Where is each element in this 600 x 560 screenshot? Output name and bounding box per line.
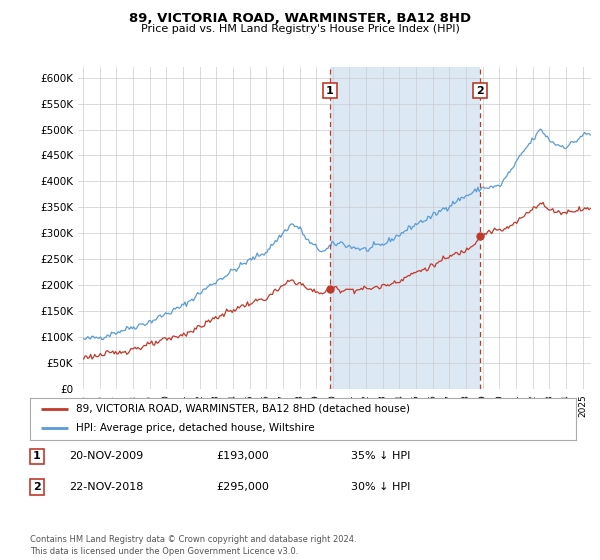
Text: 89, VICTORIA ROAD, WARMINSTER, BA12 8HD (detached house): 89, VICTORIA ROAD, WARMINSTER, BA12 8HD … (76, 404, 410, 414)
Text: £295,000: £295,000 (216, 482, 269, 492)
Text: 20-NOV-2009: 20-NOV-2009 (69, 451, 143, 461)
Text: £193,000: £193,000 (216, 451, 269, 461)
Text: Price paid vs. HM Land Registry's House Price Index (HPI): Price paid vs. HM Land Registry's House … (140, 24, 460, 34)
Text: 35% ↓ HPI: 35% ↓ HPI (351, 451, 410, 461)
Text: HPI: Average price, detached house, Wiltshire: HPI: Average price, detached house, Wilt… (76, 423, 315, 433)
Text: 89, VICTORIA ROAD, WARMINSTER, BA12 8HD: 89, VICTORIA ROAD, WARMINSTER, BA12 8HD (129, 12, 471, 25)
Text: 2: 2 (33, 482, 41, 492)
Text: 1: 1 (33, 451, 41, 461)
Text: 1: 1 (326, 86, 334, 96)
Bar (330, 67, 480, 389)
Text: 2: 2 (476, 86, 484, 96)
Text: 30% ↓ HPI: 30% ↓ HPI (351, 482, 410, 492)
Text: Contains HM Land Registry data © Crown copyright and database right 2024.
This d: Contains HM Land Registry data © Crown c… (30, 535, 356, 556)
Text: 22-NOV-2018: 22-NOV-2018 (69, 482, 143, 492)
